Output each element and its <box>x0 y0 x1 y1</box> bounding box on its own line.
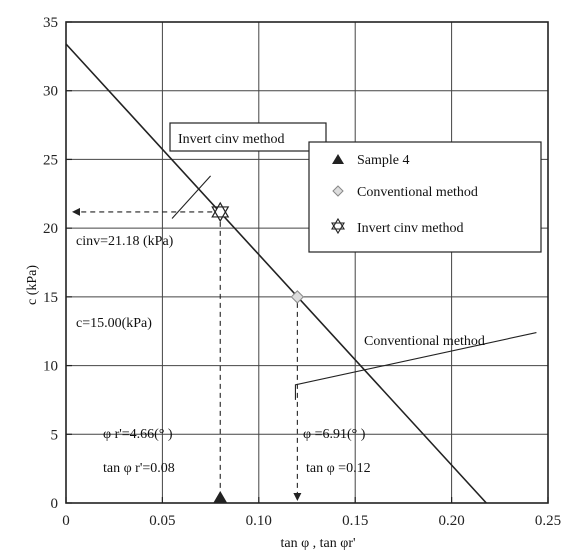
callout-invert-leader <box>171 175 212 219</box>
callout-invert-box <box>169 122 327 152</box>
y-axis-label: c (kPa) <box>25 265 40 305</box>
callout-conventional-leader <box>294 332 537 400</box>
point-sample-4 <box>213 491 228 503</box>
callout-conventional-label: Conventional method <box>364 334 485 349</box>
y-tick-label: 0 <box>51 496 59 512</box>
axes: 0 0.05 0.10 0.15 0.20 0.25 0 5 10 15 20 25 30 35 <box>43 15 561 529</box>
phi-angle-label: φ =6.91(° ) <box>303 427 366 442</box>
legend-box <box>308 141 542 253</box>
x-tick-label: 0.25 <box>535 513 561 529</box>
legend: Sample 4 Conventional method Invert cinv… <box>308 141 542 253</box>
y-tick-label: 20 <box>43 221 58 237</box>
legend-star-icon <box>331 217 345 235</box>
phi-r-tan-label: tan φ r'=0.08 <box>103 461 175 476</box>
plot-frame <box>65 21 549 504</box>
y-tick-label: 35 <box>43 15 58 31</box>
legend-label-invert: Invert cinv method <box>357 221 464 236</box>
legend-label-sample: Sample 4 <box>357 153 410 168</box>
data-points <box>211 201 305 503</box>
callout-invert-label: Invert cinv method <box>178 132 285 147</box>
x-tick-label: 0.10 <box>246 513 272 529</box>
grid <box>66 22 548 503</box>
c-value-label: c=15.00(kPa) <box>76 316 152 331</box>
x-tick-label: 0.05 <box>149 513 175 529</box>
cinv-value-label: cinv=21.18 (kPa) <box>76 234 174 249</box>
y-tick-label: 5 <box>51 427 59 443</box>
trend-line <box>65 43 487 504</box>
x-tick-label: 0.20 <box>438 513 464 529</box>
annotations: Invert cinv method cinv=21.18 (kPa) c=15… <box>76 122 485 476</box>
y-tick-label: 10 <box>43 359 58 375</box>
x-tick-label: 0.15 <box>342 513 368 529</box>
x-tick-label: 0 <box>62 513 70 529</box>
legend-label-conventional: Conventional method <box>357 185 478 200</box>
y-tick-label: 30 <box>43 84 58 100</box>
point-conventional <box>290 290 305 304</box>
regression-line <box>65 43 487 504</box>
guide-lines <box>72 175 537 503</box>
phi-r-angle-label: φ r'=4.66(° ) <box>103 427 173 442</box>
legend-diamond-icon <box>332 185 344 197</box>
phi-tan-label: tan φ =0.12 <box>306 461 371 476</box>
point-invert <box>211 201 230 223</box>
legend-triangle-icon <box>332 154 344 164</box>
y-tick-label: 25 <box>43 152 58 168</box>
y-tick-label: 15 <box>43 290 58 306</box>
x-axis-label: tan φ , tan φr' <box>280 536 355 551</box>
